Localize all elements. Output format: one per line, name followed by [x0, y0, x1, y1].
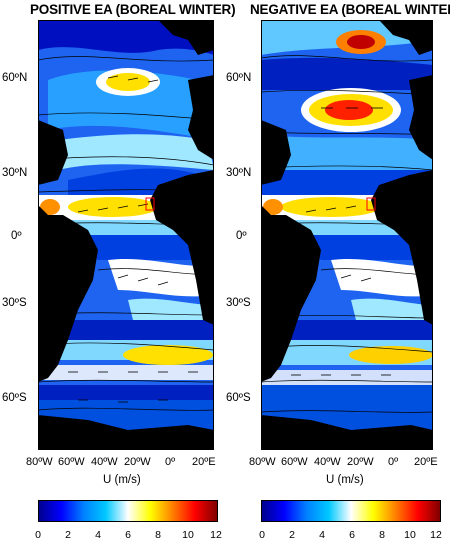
right-axis-label: U (m/s) [326, 474, 364, 486]
left-midlat-light [58, 134, 214, 170]
left-cbar-tick-0: 0 [35, 529, 41, 541]
left-lat-label-60s: 60ºS [2, 392, 27, 404]
left-cbar-tick-12: 12 [210, 529, 222, 541]
right-africa [371, 170, 433, 325]
right-lon-label-60w: 60ºW [281, 456, 308, 468]
left-trade-jet [68, 197, 158, 217]
left-south-america [38, 205, 98, 382]
right-wind-vectors [291, 107, 391, 376]
right-lat-label-0: 0º [236, 230, 247, 242]
right-highlight-box [366, 197, 376, 211]
left-cbar-tick-4: 4 [95, 529, 101, 541]
left-panel-title: POSITIVE EA (BOREAL WINTER) [30, 2, 236, 17]
left-axis-label: U (m/s) [103, 474, 141, 486]
left-map [38, 20, 214, 450]
left-caribbean-jet [40, 199, 60, 215]
right-mid-jet-core [325, 100, 373, 120]
right-cbar-tick-2: 2 [289, 529, 295, 541]
left-wind-vectors [68, 75, 198, 403]
right-colorbar [261, 500, 441, 522]
left-lon-label-20w: 20ºW [124, 456, 151, 468]
right-cbar-tick-12: 12 [430, 529, 442, 541]
right-greenland-europe [379, 20, 433, 55]
right-panel-title: NEGATIVE EA (BOREAL WINTER) [250, 2, 450, 17]
left-europe [188, 75, 214, 160]
left-cbar-tick-10: 10 [182, 529, 194, 541]
right-cbar-tick-10: 10 [404, 529, 416, 541]
right-cbar-tick-6: 6 [349, 529, 355, 541]
right-south-dark [261, 320, 433, 340]
right-map-frame [261, 20, 433, 450]
right-cbar-tick-8: 8 [379, 529, 385, 541]
left-colorbar [38, 500, 218, 522]
left-lat-label-30s: 30ºS [2, 297, 27, 309]
right-land [261, 20, 433, 450]
right-lon-label-80w: 80ºW [249, 456, 276, 468]
right-antarctica [261, 415, 433, 450]
right-subpolar-dark [261, 57, 433, 90]
left-africa [150, 170, 214, 325]
right-trade-jet [281, 197, 381, 217]
left-lon-label-80w: 80ºW [26, 456, 53, 468]
left-lon-label-20e: 20ºE [192, 456, 216, 468]
right-lon-label-20e: 20ºE [414, 456, 438, 468]
right-lat-label-60n: 60ºN [226, 72, 252, 84]
right-lon-label-20w: 20ºW [347, 456, 374, 468]
left-lon-label-40w: 40ºW [91, 456, 118, 468]
left-equatorial-dark [78, 235, 214, 260]
left-cbar-tick-2: 2 [65, 529, 71, 541]
right-europe [409, 75, 433, 160]
left-land [38, 20, 214, 450]
left-greenland-europe [158, 20, 214, 55]
left-lat-label-0: 0º [11, 230, 22, 242]
right-lat-label-30s: 30ºS [226, 297, 251, 309]
left-mid-north-band [48, 70, 214, 140]
left-south-white [38, 365, 214, 380]
left-antarctica [38, 415, 214, 450]
right-lon-label-0: 0º [388, 456, 399, 468]
left-north-america [38, 120, 68, 185]
right-se-trade-white [331, 258, 433, 297]
left-map-frame [38, 20, 214, 450]
right-north-america [261, 120, 291, 185]
right-caribbean-jet [263, 199, 283, 215]
left-highlight-box [145, 197, 155, 211]
right-arctic-jet-core [347, 35, 375, 49]
left-south-jet [123, 345, 213, 365]
right-cbar-tick-0: 0 [259, 529, 265, 541]
right-map [261, 20, 433, 450]
left-lon-label-60w: 60ºW [58, 456, 85, 468]
right-se-trade-light [351, 298, 433, 320]
right-south-white [261, 370, 433, 385]
left-lon-label-0: 0º [165, 456, 176, 468]
right-lon-label-40w: 40ºW [314, 456, 341, 468]
left-lat-label-60n: 60ºN [2, 72, 28, 84]
right-cbar-tick-4: 4 [319, 529, 325, 541]
left-lat-label-30n: 30ºN [2, 167, 28, 179]
left-cbar-tick-8: 8 [155, 529, 161, 541]
left-se-trade-white [108, 258, 214, 297]
right-midlat-band [261, 135, 433, 170]
right-lat-label-60s: 60ºS [226, 392, 251, 404]
left-north-jet [106, 73, 150, 91]
left-antarctic-dark [38, 385, 214, 400]
right-south-america [261, 205, 321, 382]
left-south-dark [38, 320, 214, 340]
right-lat-label-30n: 30ºN [226, 167, 252, 179]
left-cbar-tick-6: 6 [125, 529, 131, 541]
right-equatorial-dark [301, 235, 433, 260]
